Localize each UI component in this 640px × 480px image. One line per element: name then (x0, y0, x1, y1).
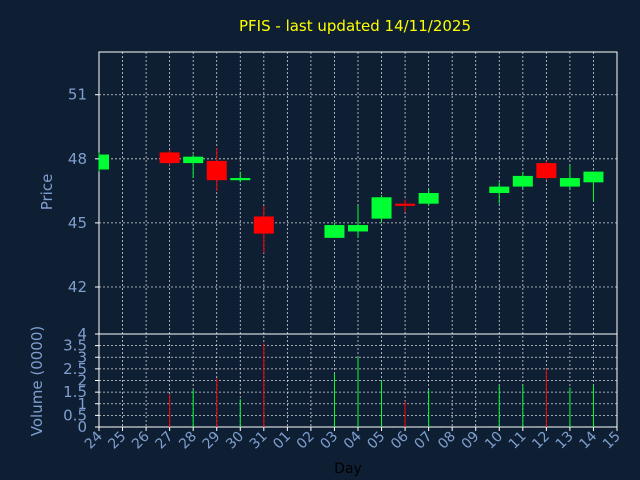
price-tick-label: 51 (68, 86, 87, 104)
volume-axis-label: Volume (0000) (28, 326, 46, 436)
volume-tick-label: 0.5 (63, 406, 87, 424)
candle-body (583, 171, 604, 183)
candle-body (559, 178, 580, 187)
candle-body (512, 175, 533, 187)
x-axis-label: Day (334, 461, 362, 477)
candle-body (99, 154, 109, 170)
volume-tick-label: 3.5 (63, 337, 87, 355)
chart-title: PFIS - last updated 14/11/2025 (239, 17, 471, 35)
candle-body (536, 163, 557, 179)
candle-body (230, 178, 251, 181)
candle-body (395, 203, 416, 206)
grid-layer (98, 52, 618, 428)
candle-body (324, 225, 345, 238)
volume-tick-label: 2.5 (63, 360, 87, 378)
price-axis-label: Price (38, 174, 56, 211)
volume-tick-label: 3 (77, 348, 87, 366)
volume-tick-label: 1.5 (63, 383, 87, 401)
price-tick-label: 45 (68, 214, 87, 232)
volume-layer (169, 343, 594, 427)
candle-layer (98, 148, 604, 253)
price-tick-label: 48 (68, 150, 87, 168)
candle-body (159, 152, 180, 164)
candle-body (418, 193, 439, 204)
candle-body (371, 197, 392, 219)
volume-tick-label: 2 (77, 372, 87, 390)
price-tick-label: 42 (68, 278, 87, 296)
candle-body (253, 216, 274, 234)
volume-tick-label: 1 (77, 395, 87, 413)
volume-tick-label: 0 (77, 418, 87, 436)
volume-tick-label: 4 (77, 325, 87, 343)
candle-body (489, 186, 510, 193)
candle-body (348, 225, 368, 232)
candle-body (183, 156, 204, 164)
candle-body (206, 160, 227, 181)
